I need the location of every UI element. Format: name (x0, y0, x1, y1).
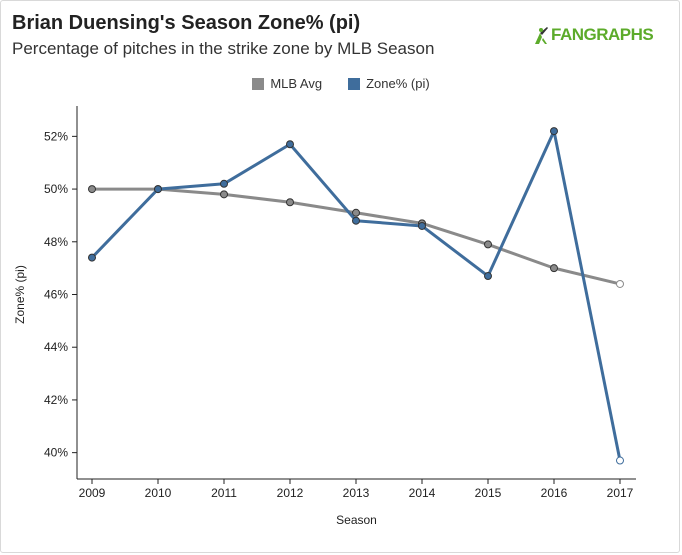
legend-item-zone-pct[interactable]: Zone% (pi) (348, 76, 430, 91)
y-axis-title: Zone% (pi) (13, 265, 27, 324)
x-tick-label: 2009 (79, 486, 106, 500)
series-1-point (352, 216, 360, 225)
series-1-point (484, 272, 492, 281)
legend-label-mlb-avg: MLB Avg (270, 76, 323, 91)
series-1-point (418, 221, 426, 230)
series-0-point (88, 185, 96, 194)
y-tick-label: 40% (44, 446, 68, 460)
y-tick-label: 50% (44, 182, 68, 196)
y-tick-label: 46% (44, 288, 68, 302)
x-tick-label: 2013 (343, 486, 370, 500)
series-0-point (352, 208, 360, 217)
y-tick-label: 52% (44, 129, 68, 143)
series-0-point (550, 264, 558, 273)
series-0-point (616, 279, 624, 288)
series-1-point (154, 185, 162, 194)
series-1-point (220, 179, 228, 188)
y-tick-label: 42% (44, 393, 68, 407)
legend-item-mlb-avg[interactable]: MLB Avg (252, 76, 322, 91)
x-tick-label: 2015 (475, 486, 502, 500)
series-1-point (88, 253, 96, 262)
y-tick-label: 44% (44, 340, 68, 354)
x-tick-label: 2014 (409, 486, 436, 500)
y-tick-label: 48% (44, 235, 68, 249)
series-0-point (286, 198, 294, 207)
x-tick-label: 2011 (211, 486, 237, 500)
series-1-point (286, 140, 294, 149)
chart-subtitle: Percentage of pitches in the strike zone… (12, 39, 435, 58)
x-tick-label: 2012 (277, 486, 304, 500)
fangraphs-batter-icon (535, 27, 548, 44)
fangraphs-logo[interactable]: FANGRAPHS (533, 25, 654, 45)
series-0-point (484, 240, 492, 249)
logo-text: FANGRAPHS (551, 25, 654, 44)
legend-label-zone-pct: Zone% (pi) (366, 76, 430, 91)
chart-title: Brian Duensing's Season Zone% (pi) (12, 12, 361, 34)
series-1-point (550, 127, 558, 136)
series-0-point (220, 190, 228, 199)
series-line-0 (90, 187, 622, 286)
legend-swatch-zone-pct (348, 77, 361, 90)
series-1-point (616, 456, 624, 465)
chart-legend: MLB Avg Zone% (pi) (0, 76, 682, 91)
x-tick-label: 2016 (541, 486, 568, 500)
x-axis-title: Season (336, 513, 377, 527)
series-line-1 (90, 129, 622, 463)
x-tick-label: 2017 (607, 486, 634, 500)
legend-swatch-mlb-avg (252, 77, 265, 90)
x-tick-label: 2010 (145, 486, 172, 500)
